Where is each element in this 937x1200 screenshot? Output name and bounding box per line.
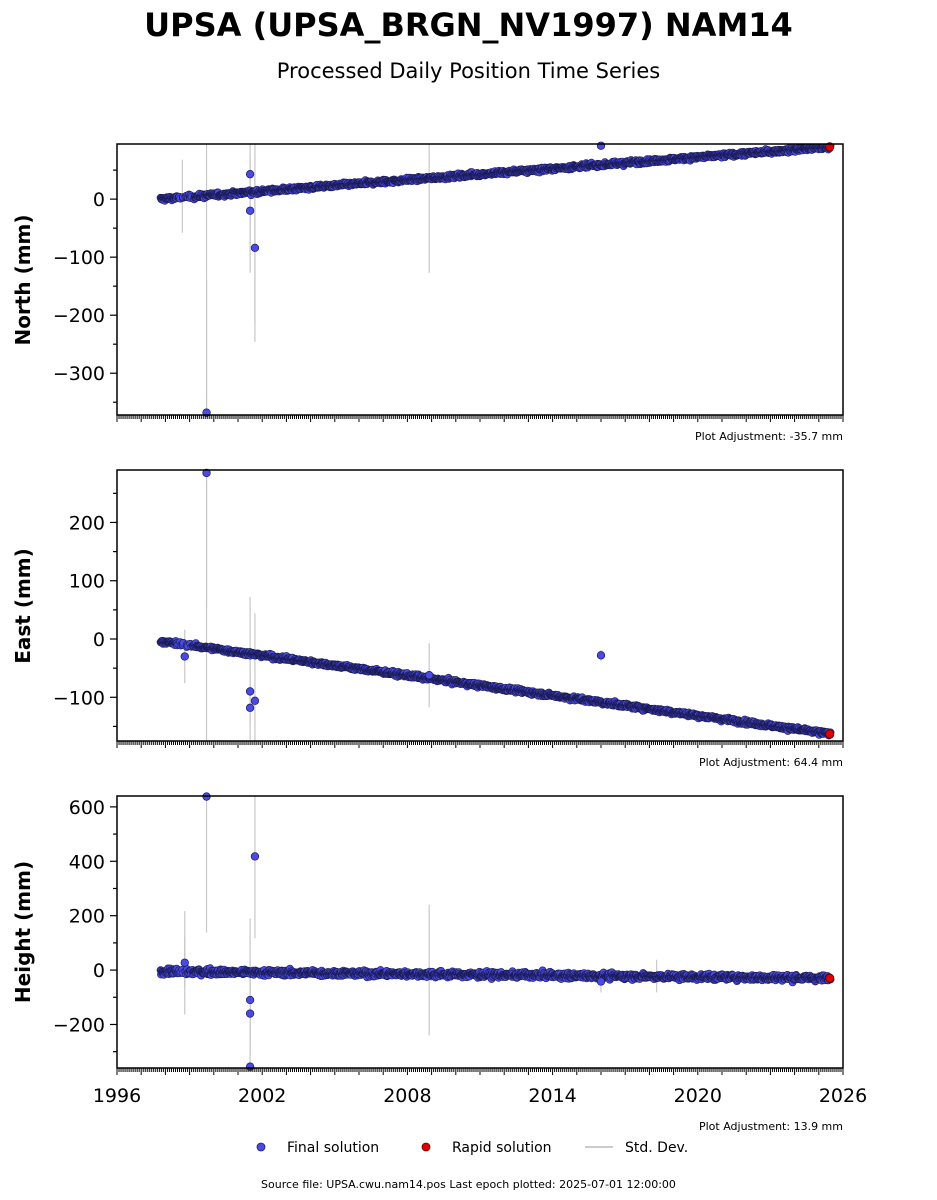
- east-outlier-point: [250, 696, 260, 705]
- east-outlier-point: [425, 670, 434, 680]
- east-outlier-point: [245, 703, 255, 712]
- east-y-tick-label: 200: [69, 512, 105, 534]
- east-y-tick-label: 0: [93, 629, 105, 651]
- east-y-label: East (mm): [11, 548, 35, 664]
- north-panel: Plot Adjustment: -35.7 mm North (mm) 0 −1…: [11, 141, 844, 443]
- east-outlier-point: [202, 468, 211, 478]
- height-plot-area: [156, 796, 835, 1068]
- east-y-tick-label: 100: [69, 571, 105, 593]
- north-plot-adjustment: Plot Adjustment: -35.7 mm: [695, 430, 843, 443]
- height-plot-adjustment: Plot Adjustment: 13.9 mm: [699, 1120, 843, 1133]
- east-rapid-point: [825, 729, 835, 739]
- height-final-solutions: [156, 964, 835, 987]
- east-outlier-point: [596, 651, 606, 660]
- north-plot-frame: [116, 143, 844, 416]
- east-outlier-point: [180, 652, 189, 661]
- chart-title: UPSA (UPSA_BRGN_NV1997) NAM14: [144, 6, 793, 44]
- north-y-tick-label: −100: [53, 247, 105, 269]
- north-plot-area: [156, 144, 835, 415]
- height-panel: Plot Adjustment: 13.9 mm Height (mm) 600…: [11, 792, 867, 1133]
- east-panel: Plot Adjustment: 64.4 mm East (mm) 200 10…: [11, 468, 844, 769]
- north-outlier-point: [596, 141, 606, 150]
- east-plot-area: [156, 470, 835, 741]
- height-y-label: Height (mm): [11, 861, 35, 1003]
- north-outlier-point: [250, 243, 260, 253]
- north-y-label: North (mm): [11, 214, 35, 345]
- north-y-tick-label: 0: [93, 189, 105, 211]
- east-final-solutions: [156, 636, 835, 740]
- north-final-solutions: [156, 144, 835, 205]
- east-plot-frame: [116, 469, 844, 742]
- east-y-tick-label: −100: [53, 687, 105, 709]
- east-plot-adjustment: Plot Adjustment: 64.4 mm: [699, 756, 843, 769]
- north-outlier-point: [245, 170, 255, 179]
- chart-subtitle: Processed Daily Position Time Series: [277, 59, 661, 83]
- north-rapid-point: [825, 142, 835, 152]
- north-y-tick-label: −300: [53, 363, 105, 385]
- north-outlier-point: [245, 206, 255, 215]
- east-outlier-point: [245, 687, 255, 696]
- north-y-tick-label: −200: [53, 305, 105, 327]
